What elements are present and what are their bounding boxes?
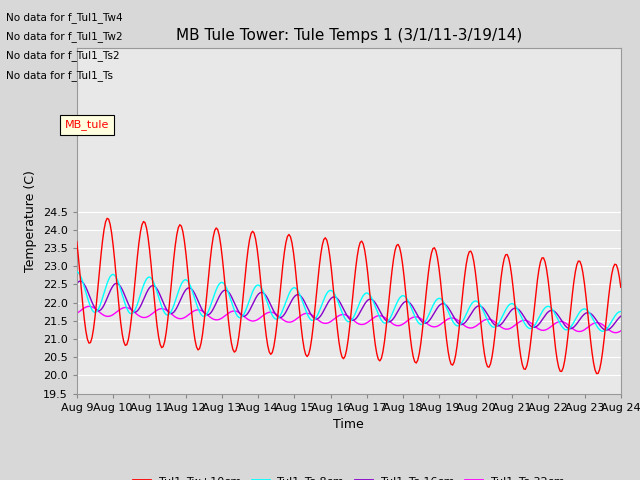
Text: No data for f_Tul1_Tw2: No data for f_Tul1_Tw2 <box>6 31 123 42</box>
Legend: Tul1_Tw+10cm, Tul1_Ts-8cm, Tul1_Ts-16cm, Tul1_Ts-32cm: Tul1_Tw+10cm, Tul1_Ts-8cm, Tul1_Ts-16cm,… <box>129 472 569 480</box>
Text: No data for f_Tul1_Ts: No data for f_Tul1_Ts <box>6 70 113 81</box>
Text: MB_tule: MB_tule <box>65 120 109 131</box>
Text: No data for f_Tul1_Tw4: No data for f_Tul1_Tw4 <box>6 12 123 23</box>
Title: MB Tule Tower: Tule Temps 1 (3/1/11-3/19/14): MB Tule Tower: Tule Temps 1 (3/1/11-3/19… <box>175 28 522 43</box>
Y-axis label: Temperature (C): Temperature (C) <box>24 170 37 272</box>
X-axis label: Time: Time <box>333 418 364 431</box>
Text: No data for f_Tul1_Ts2: No data for f_Tul1_Ts2 <box>6 50 120 61</box>
